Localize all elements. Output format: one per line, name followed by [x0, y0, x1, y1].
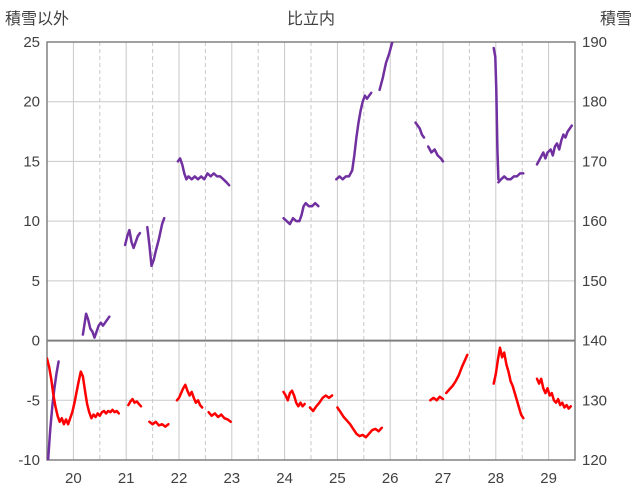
left-axis-series-line — [47, 357, 121, 426]
plot-border — [46, 41, 576, 461]
right-axis-series-line — [335, 91, 373, 181]
right-axis-series-line — [378, 42, 394, 92]
series-group — [47, 42, 574, 460]
gridlines — [47, 42, 575, 460]
right-axis-series-line — [146, 216, 166, 268]
x-tick-label: 25 — [329, 470, 346, 487]
right-axis-series-line — [81, 312, 111, 339]
right-axis-series-line — [123, 228, 142, 250]
y-right-tick-label: 180 — [582, 94, 607, 111]
y-left-tick-label: -10 — [18, 452, 40, 469]
left-axis-series-line — [148, 420, 170, 428]
right-axis-series-line — [535, 124, 574, 166]
x-tick-label: 20 — [65, 470, 82, 487]
left-axis-series-line — [308, 394, 334, 413]
left-axis-series-line — [444, 353, 469, 395]
left-axis-series-line — [336, 406, 384, 439]
y-right-tick-label: 140 — [582, 333, 607, 350]
x-tick-label: 22 — [171, 470, 188, 487]
y-right-tick-label: 150 — [582, 273, 607, 290]
chart-title: 比立内 — [286, 11, 335, 28]
x-tick-label: 27 — [435, 470, 452, 487]
y-left-tick-label: -5 — [27, 392, 40, 409]
left-axis-series-line — [282, 389, 306, 408]
x-tick-label: 21 — [118, 470, 135, 487]
x-tick-label: 23 — [223, 470, 240, 487]
tick-labels: -10 -5 0 5 10 15 20 25 120 130 140 150 160 170 180 190 2… — [18, 34, 607, 487]
left-axis-series-line — [127, 397, 143, 408]
right-axis-title: 積雪 — [599, 11, 632, 28]
y-left-tick-label: 20 — [23, 94, 40, 111]
y-left-tick-label: 15 — [23, 153, 40, 170]
left-axis-series-line — [429, 395, 445, 402]
y-left-tick-label: 10 — [23, 213, 40, 230]
y-left-tick-label: 5 — [32, 273, 40, 290]
y-left-tick-label: 25 — [23, 34, 40, 51]
y-right-tick-label: 120 — [582, 452, 607, 469]
right-axis-series-line — [497, 172, 525, 184]
left-axis-series-line — [492, 346, 525, 420]
y-right-tick-label: 160 — [582, 213, 607, 230]
right-axis-series-line — [176, 157, 231, 187]
left-axis-title: 積雪以外 — [5, 11, 70, 28]
x-tick-label: 26 — [382, 470, 399, 487]
left-axis-series-line — [207, 410, 232, 424]
y-right-tick-label: 170 — [582, 153, 607, 170]
right-axis-series-line — [282, 201, 320, 226]
x-tick-label: 28 — [487, 470, 504, 487]
left-axis-series-line — [535, 377, 573, 410]
x-tick-label: 29 — [540, 470, 557, 487]
y-left-tick-label: 0 — [32, 333, 40, 350]
right-axis-series-line — [414, 121, 426, 139]
y-right-tick-label: 130 — [582, 392, 607, 409]
left-axis-series-line — [175, 383, 204, 409]
right-axis-series-line — [426, 145, 445, 163]
y-right-tick-label: 190 — [582, 34, 607, 51]
x-tick-label: 24 — [276, 470, 293, 487]
right-axis-series-line — [492, 46, 500, 181]
